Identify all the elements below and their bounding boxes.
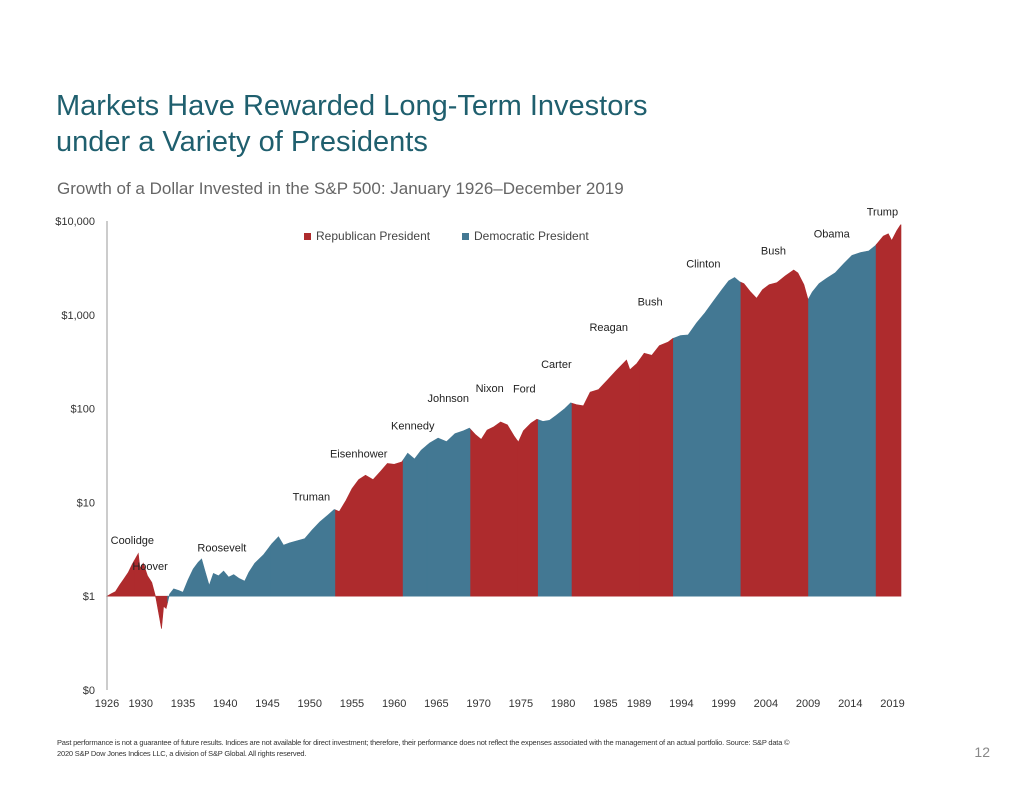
president-label: Kennedy bbox=[391, 420, 435, 432]
x-tick-label: 2004 bbox=[754, 698, 778, 710]
page-number: 12 bbox=[974, 744, 990, 760]
president-era-area bbox=[426, 427, 471, 597]
president-era-area bbox=[167, 545, 271, 603]
x-tick-label: 1975 bbox=[509, 698, 533, 710]
y-tick-label: $0 bbox=[83, 685, 95, 697]
president-era-areas bbox=[105, 224, 902, 629]
president-label: Ford bbox=[513, 384, 536, 396]
slide-title: Markets Have Rewarded Long-Term Investor… bbox=[56, 88, 876, 160]
president-label: Bush bbox=[638, 297, 663, 309]
president-label: Clinton bbox=[686, 258, 720, 270]
president-era-area bbox=[740, 269, 809, 597]
slide-title-line-1: Markets Have Rewarded Long-Term Investor… bbox=[56, 90, 648, 122]
president-era-area bbox=[335, 459, 404, 597]
slide-title-line-2: under a Variety of Presidents bbox=[56, 126, 428, 158]
x-tick-label: 1985 bbox=[593, 698, 617, 710]
president-label: Trump bbox=[867, 206, 898, 218]
x-tick-label: 1930 bbox=[129, 698, 153, 710]
president-label: Hoover bbox=[132, 561, 168, 573]
president-label: Roosevelt bbox=[197, 542, 246, 554]
x-tick-label: 1999 bbox=[711, 698, 735, 710]
y-tick-label: $10 bbox=[77, 497, 95, 509]
president-label: Coolidge bbox=[111, 535, 154, 547]
x-tick-label: 1950 bbox=[297, 698, 321, 710]
x-tick-label: 2019 bbox=[880, 698, 904, 710]
president-label: Carter bbox=[541, 359, 572, 371]
x-tick-label: 2009 bbox=[796, 698, 820, 710]
x-tick-label: 1980 bbox=[551, 698, 575, 710]
president-era-area bbox=[673, 277, 742, 597]
president-era-area bbox=[269, 509, 336, 597]
y-tick-label: $1,000 bbox=[61, 310, 95, 322]
y-tick-label: $100 bbox=[71, 404, 95, 416]
x-tick-label: 1994 bbox=[669, 698, 693, 710]
legend-label-republican: Republican President bbox=[316, 229, 431, 243]
y-axis-ticks: $10,000 $1,000 $100 $10 $1 $0 bbox=[55, 216, 95, 697]
president-era-area bbox=[402, 444, 428, 597]
x-axis-ticks: 1926 1930 1935 1940 1945 1950 1955 1960 1965 1970… bbox=[95, 698, 905, 710]
x-tick-label: 1989 bbox=[627, 698, 651, 710]
x-tick-label: 1960 bbox=[382, 698, 406, 710]
president-label: Bush bbox=[761, 245, 786, 257]
president-era-area bbox=[537, 402, 573, 597]
president-label: Truman bbox=[293, 491, 331, 503]
x-tick-label: 1945 bbox=[255, 698, 279, 710]
president-era-area bbox=[105, 560, 135, 597]
y-tick-label: $1 bbox=[83, 591, 95, 603]
president-era-area bbox=[571, 358, 640, 597]
legend-swatch-democratic bbox=[462, 233, 469, 240]
legend-swatch-republican bbox=[304, 233, 311, 240]
x-tick-label: 2014 bbox=[838, 698, 862, 710]
president-era-area bbox=[639, 337, 674, 597]
president-label: Reagan bbox=[589, 322, 628, 334]
president-era-area bbox=[133, 552, 168, 629]
x-tick-label: 1940 bbox=[213, 698, 237, 710]
president-era-area bbox=[470, 421, 518, 597]
president-label: Eisenhower bbox=[330, 449, 388, 461]
x-tick-label: 1970 bbox=[466, 698, 490, 710]
footnote-line-1: Past performance is not a guarantee of f… bbox=[57, 738, 790, 747]
chart-subtitle: Growth of a Dollar Invested in the S&P 5… bbox=[57, 179, 624, 198]
president-era-area bbox=[875, 224, 902, 597]
president-label: Nixon bbox=[476, 383, 504, 395]
president-labels: Coolidge Hoover Roosevelt Truman Eisenhower K… bbox=[111, 206, 898, 573]
chart-legend: Republican President Democratic Presiden… bbox=[304, 229, 589, 243]
president-label: Obama bbox=[814, 228, 851, 240]
footnote-line-2: 2020 S&P Dow Jones Indices LLC, a divisi… bbox=[57, 749, 307, 758]
president-era-area bbox=[808, 243, 877, 597]
x-tick-label: 1955 bbox=[340, 698, 364, 710]
footnote: Past performance is not a guarantee of f… bbox=[57, 737, 957, 759]
y-tick-label: $10,000 bbox=[55, 216, 95, 228]
x-tick-label: 1965 bbox=[424, 698, 448, 710]
x-tick-label: 1935 bbox=[171, 698, 195, 710]
x-tick-label: 1926 bbox=[95, 698, 119, 710]
president-label: Johnson bbox=[427, 393, 469, 405]
legend-label-democratic: Democratic President bbox=[474, 229, 589, 243]
president-era-area bbox=[517, 418, 539, 597]
